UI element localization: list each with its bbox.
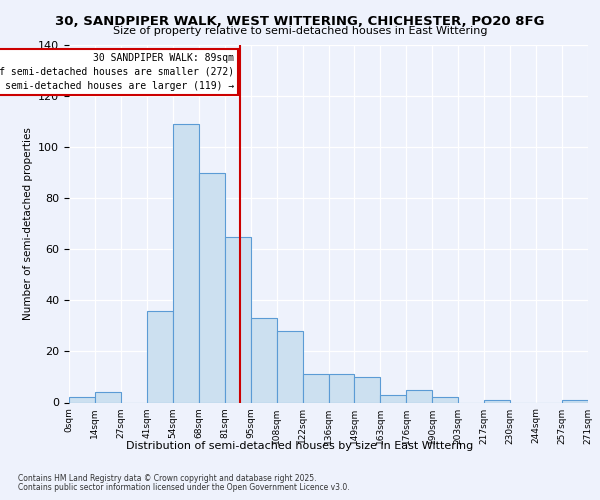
Text: Contains HM Land Registry data © Crown copyright and database right 2025.: Contains HM Land Registry data © Crown c… bbox=[18, 474, 317, 483]
Bar bbox=[329, 374, 355, 402]
Bar bbox=[562, 400, 588, 402]
Bar bbox=[355, 377, 380, 402]
Bar bbox=[406, 390, 432, 402]
Bar bbox=[173, 124, 199, 402]
Bar bbox=[199, 172, 224, 402]
Text: 30, SANDPIPER WALK, WEST WITTERING, CHICHESTER, PO20 8FG: 30, SANDPIPER WALK, WEST WITTERING, CHIC… bbox=[55, 15, 545, 28]
Bar bbox=[147, 310, 173, 402]
Y-axis label: Number of semi-detached properties: Number of semi-detached properties bbox=[23, 128, 32, 320]
Bar bbox=[302, 374, 329, 402]
Text: Size of property relative to semi-detached houses in East Wittering: Size of property relative to semi-detach… bbox=[113, 26, 487, 36]
Text: Contains public sector information licensed under the Open Government Licence v3: Contains public sector information licen… bbox=[18, 484, 350, 492]
Bar bbox=[433, 398, 458, 402]
Bar bbox=[380, 395, 406, 402]
Bar bbox=[251, 318, 277, 402]
Bar bbox=[225, 236, 251, 402]
Bar bbox=[69, 398, 95, 402]
Text: Distribution of semi-detached houses by size in East Wittering: Distribution of semi-detached houses by … bbox=[127, 441, 473, 451]
Bar bbox=[277, 331, 302, 402]
Bar bbox=[484, 400, 510, 402]
Text: 30 SANDPIPER WALK: 89sqm
← 67% of semi-detached houses are smaller (272)
29% of : 30 SANDPIPER WALK: 89sqm ← 67% of semi-d… bbox=[0, 52, 235, 90]
Bar bbox=[95, 392, 121, 402]
